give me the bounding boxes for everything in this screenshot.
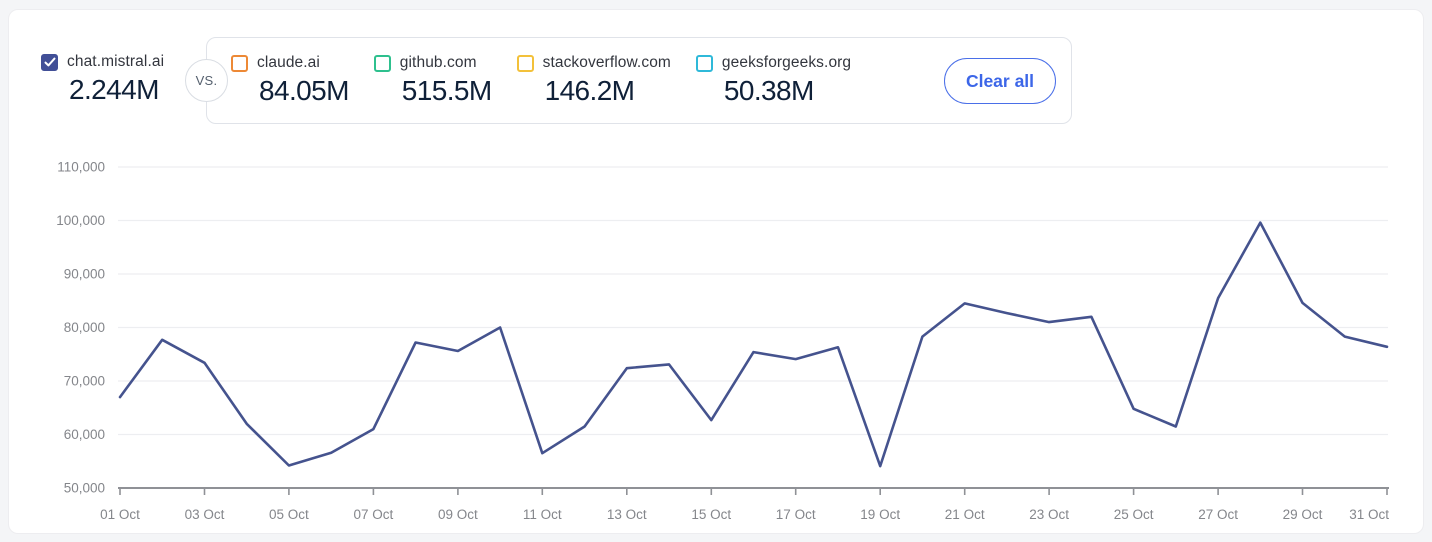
x-axis-label: 17 Oct bbox=[776, 507, 816, 522]
clear-all-button[interactable]: Clear all bbox=[944, 58, 1056, 104]
vs-badge: VS. bbox=[185, 59, 228, 102]
y-axis-label: 90,000 bbox=[64, 267, 105, 282]
x-axis-label: 21 Oct bbox=[945, 507, 985, 522]
compare-site-value: 50.38M bbox=[723, 75, 814, 106]
x-axis-label: 23 Oct bbox=[1029, 507, 1069, 522]
x-axis-label: 15 Oct bbox=[691, 507, 731, 522]
x-axis-label: 31 Oct bbox=[1349, 507, 1389, 522]
x-axis-label: 07 Oct bbox=[354, 507, 394, 522]
compare-site-value: 84.05M bbox=[259, 75, 349, 106]
x-axis-label: 03 Oct bbox=[185, 507, 225, 522]
series-line[interactable] bbox=[118, 221, 1389, 468]
compare-site-item[interactable]: github.com 515.5M bbox=[373, 54, 492, 107]
x-axis-label: 25 Oct bbox=[1114, 507, 1154, 522]
compare-site-checkbox[interactable] bbox=[516, 54, 534, 72]
compare-site-item[interactable]: stackoverflow.com 146.2M bbox=[516, 54, 671, 107]
primary-site-item[interactable]: chat.mistral.ai 2.244M bbox=[41, 53, 164, 106]
x-axis-label: 19 Oct bbox=[860, 507, 900, 522]
x-axis-label: 09 Oct bbox=[438, 507, 478, 522]
compare-site-label: geeksforgeeks.org bbox=[721, 54, 852, 71]
x-axis-label: 27 Oct bbox=[1198, 507, 1238, 522]
compare-site-value: 146.2M bbox=[544, 75, 635, 106]
primary-site-label: chat.mistral.ai bbox=[67, 53, 165, 70]
check-icon bbox=[44, 57, 55, 66]
compare-site-label: stackoverflow.com bbox=[542, 54, 671, 71]
y-axis-label: 80,000 bbox=[64, 320, 105, 335]
compare-panel: VS. claude.ai 84.05M github.com 515.5M s… bbox=[185, 37, 1072, 124]
compare-site-item[interactable]: claude.ai 84.05M bbox=[231, 54, 349, 107]
compare-site-checkbox[interactable] bbox=[231, 54, 248, 72]
y-axis-label: 110,000 bbox=[57, 160, 105, 175]
x-axis-label: 11 Oct bbox=[523, 507, 562, 522]
compare-items: claude.ai 84.05M github.com 515.5M stack… bbox=[231, 54, 851, 107]
compare-site-checkbox[interactable] bbox=[695, 54, 713, 72]
y-axis-label: 100,000 bbox=[56, 213, 105, 228]
x-axis-label: 01 Oct bbox=[100, 507, 140, 522]
compare-site-label: github.com bbox=[399, 54, 477, 71]
x-axis-label: 29 Oct bbox=[1283, 507, 1323, 522]
compare-site-value: 515.5M bbox=[401, 75, 492, 106]
compare-site-checkbox[interactable] bbox=[373, 54, 391, 72]
traffic-chart: 50,000 60,000 70,000 80,000 90,000 100,000 110… bbox=[9, 10, 1423, 533]
primary-site-value: 2.244M bbox=[69, 74, 159, 105]
y-axis-label: 50,000 bbox=[64, 481, 105, 496]
y-axis-label: 60,000 bbox=[64, 427, 105, 442]
x-axis-label: 13 Oct bbox=[607, 507, 647, 522]
traffic-chart-svg: 50,000 60,000 70,000 80,000 90,000 100,000 110… bbox=[56, 160, 1389, 523]
comparison-header: chat.mistral.ai 2.244M VS. claude.ai 84.… bbox=[9, 10, 1423, 150]
compare-site-item[interactable]: geeksforgeeks.org 50.38M bbox=[695, 54, 852, 107]
primary-site-checkbox[interactable] bbox=[41, 53, 58, 71]
y-axis-label: 70,000 bbox=[64, 374, 105, 389]
compare-site-label: claude.ai bbox=[257, 54, 320, 71]
x-axis-label: 05 Oct bbox=[269, 507, 309, 522]
vs-label: VS. bbox=[195, 73, 218, 88]
traffic-comparison-card: 50,000 60,000 70,000 80,000 90,000 100,000 110… bbox=[8, 9, 1424, 534]
